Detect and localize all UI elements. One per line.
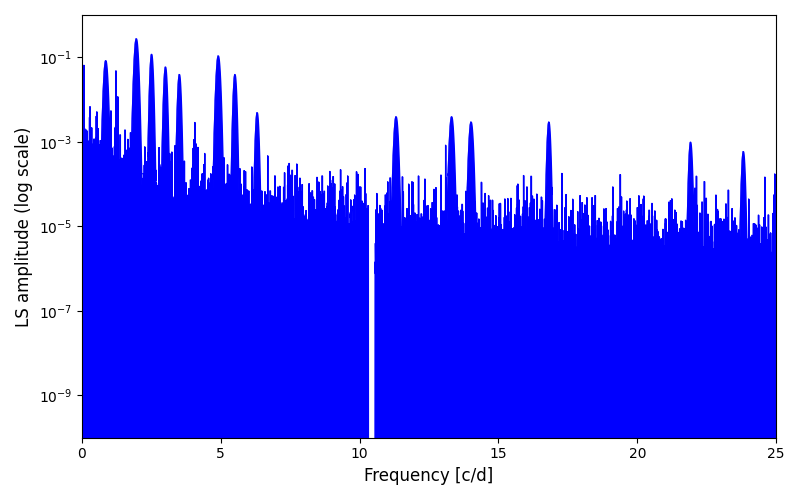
Y-axis label: LS amplitude (log scale): LS amplitude (log scale) — [15, 126, 33, 326]
X-axis label: Frequency [c/d]: Frequency [c/d] — [364, 467, 494, 485]
